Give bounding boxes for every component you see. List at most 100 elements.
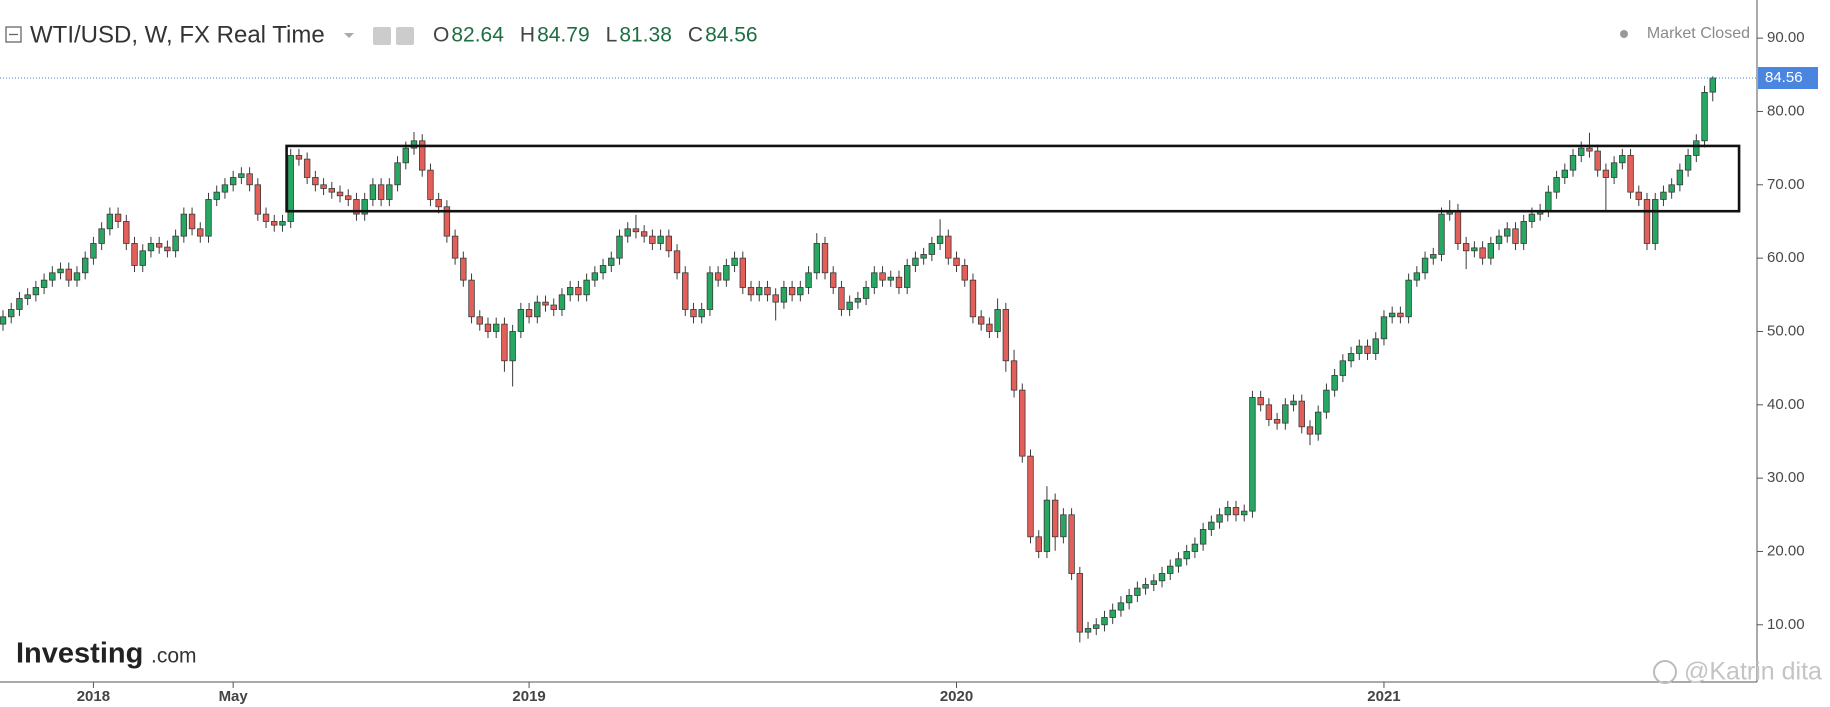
candle-body xyxy=(780,287,788,303)
candle-body xyxy=(1216,514,1223,523)
candle-body xyxy=(238,173,245,178)
candle-body xyxy=(1504,228,1511,237)
candle-body xyxy=(1150,580,1157,585)
candle-body xyxy=(739,257,746,288)
candle-body xyxy=(525,309,533,318)
candle-body xyxy=(690,309,697,318)
candle-body xyxy=(386,184,393,200)
candle-body xyxy=(312,177,319,186)
eye-icon[interactable] xyxy=(373,27,391,45)
candle-body xyxy=(1199,529,1207,545)
y-tick-label: 70.00 xyxy=(1767,176,1805,193)
candle-body xyxy=(1002,309,1010,362)
candle-body xyxy=(879,272,886,281)
logo: Investing xyxy=(16,638,143,670)
candle-body xyxy=(1684,155,1692,171)
candle-body xyxy=(1191,543,1199,552)
candle-body xyxy=(106,213,114,230)
candle-body xyxy=(821,243,829,274)
candle-body xyxy=(756,287,763,296)
candle-body xyxy=(1019,389,1026,457)
candle-body xyxy=(1693,140,1700,156)
candle-body xyxy=(838,287,845,310)
settings-icon[interactable] xyxy=(396,27,414,45)
collapse-icon[interactable] xyxy=(5,26,22,43)
candle-body xyxy=(1076,573,1084,633)
candle-body xyxy=(82,257,89,274)
candle-body xyxy=(542,301,549,306)
candle-body xyxy=(1487,243,1495,259)
x-tick-label: 2021 xyxy=(1367,688,1400,705)
candle-body xyxy=(1610,162,1618,178)
candle-body xyxy=(271,221,278,226)
candle-body xyxy=(945,235,952,259)
candle-body xyxy=(608,257,615,266)
candle-body xyxy=(1183,551,1190,560)
y-tick-label: 60.00 xyxy=(1767,249,1805,266)
candle-body xyxy=(361,199,368,215)
candle-body xyxy=(895,276,903,288)
candle-body xyxy=(1117,602,1125,611)
candle-body xyxy=(65,268,72,281)
candle-body xyxy=(1043,499,1051,552)
candle-body xyxy=(1265,404,1273,420)
ohlc-value: 81.38 xyxy=(619,24,672,47)
candle-body xyxy=(369,184,377,200)
candle-body xyxy=(1134,587,1141,596)
candle-body xyxy=(1594,150,1601,171)
candle-body xyxy=(1273,419,1281,424)
market-status: Market Closed xyxy=(1647,25,1750,42)
candle-body xyxy=(509,331,516,362)
candle-body xyxy=(336,191,344,197)
last-price-box xyxy=(1758,67,1818,90)
candle-body xyxy=(714,272,722,281)
candle-body xyxy=(1380,316,1388,340)
candle-body xyxy=(1208,521,1215,530)
candle-body xyxy=(221,184,229,193)
candle-body xyxy=(1282,404,1289,424)
candle-body xyxy=(213,191,220,200)
candle-body xyxy=(123,221,130,244)
candle-body xyxy=(49,272,56,281)
candle-body xyxy=(172,235,179,252)
candle-body xyxy=(1027,455,1034,538)
candle-body xyxy=(673,250,681,274)
candle-body xyxy=(1224,507,1231,516)
candle-body xyxy=(155,243,163,248)
candle-body xyxy=(1372,338,1379,354)
ohlc-value: 84.56 xyxy=(705,24,758,47)
candle-body xyxy=(706,272,714,310)
candle-body xyxy=(928,243,936,255)
candle-body xyxy=(1323,389,1330,413)
candle-body xyxy=(624,228,631,237)
candle-body xyxy=(977,316,985,325)
candle-body xyxy=(575,287,582,296)
candle-body xyxy=(320,184,327,189)
candle-body xyxy=(1454,210,1462,244)
title-dropdown[interactable] xyxy=(344,33,354,38)
candle-body xyxy=(1635,191,1642,200)
candle-body xyxy=(1520,221,1527,244)
candle-body xyxy=(871,272,878,288)
candle-body xyxy=(534,301,541,318)
watermark-icon xyxy=(1653,660,1677,684)
candle-body xyxy=(427,169,434,200)
candle-body xyxy=(994,309,1001,332)
candle-body xyxy=(788,287,796,296)
candle-body xyxy=(1315,411,1322,435)
candle-body xyxy=(854,298,862,303)
candle-body xyxy=(1561,169,1568,178)
candle-body xyxy=(887,276,894,281)
candle-body xyxy=(1668,184,1675,193)
candle-body xyxy=(1051,499,1059,538)
x-tick-label: 2018 xyxy=(77,688,110,705)
candle-body xyxy=(649,235,656,244)
candle-body xyxy=(566,287,574,296)
candle-body xyxy=(468,279,475,318)
candle-body xyxy=(1109,609,1116,618)
candle-body xyxy=(1545,191,1552,211)
candle-body xyxy=(805,272,812,288)
candle-body xyxy=(1701,92,1708,142)
